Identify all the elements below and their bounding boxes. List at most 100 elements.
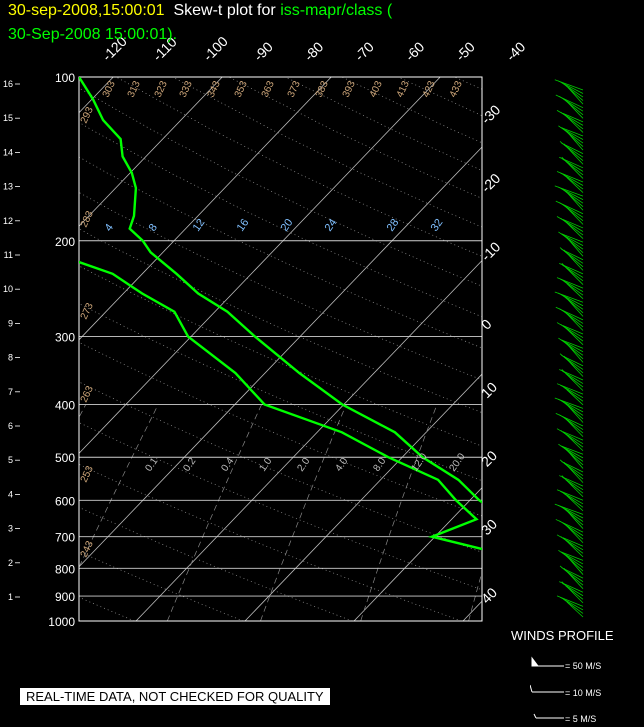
wind-barb (561, 127, 584, 147)
height-tick-label: 4 (8, 489, 13, 499)
dry-adiabat-label: 383 (314, 79, 331, 99)
mixing-ratio-label: 4.0 (333, 456, 350, 474)
dry-adiabat-label: 333 (178, 79, 195, 99)
isotherm (79, 77, 223, 227)
top-temp-label: -100 (200, 33, 231, 64)
mixing-ratio-label: 20 (279, 217, 296, 234)
dry-adiabat (398, 77, 482, 117)
dry-adiabat (79, 303, 482, 482)
pressure-tick-label: 300 (55, 331, 75, 345)
height-tick-label: 9 (8, 318, 13, 328)
wind-barb (560, 127, 584, 137)
pressure-tick-label: 700 (55, 531, 75, 545)
dry-adiabat-label: 253 (79, 464, 96, 484)
dry-adiabat-label: 323 (153, 79, 170, 99)
chart-grid (15, 76, 644, 622)
top-temp-label: -60 (402, 38, 428, 64)
dry-adiabat (285, 77, 482, 171)
wind-barb (558, 337, 584, 356)
title-text: Skew-t plot for (173, 2, 276, 19)
dry-adiabat-label: 353 (233, 79, 250, 99)
isotherm (462, 600, 482, 621)
top-temp-label: -80 (301, 38, 327, 64)
wind-barb (563, 143, 584, 165)
isotherm (79, 146, 482, 568)
wind-barb (564, 432, 584, 452)
height-tick-label: 12 (3, 216, 13, 226)
pressure-tick-label: 800 (55, 562, 75, 576)
wind-barb (567, 511, 584, 529)
wind-barb (565, 342, 584, 363)
wind-barb (561, 551, 584, 572)
quality-notice: REAL-TIME DATA, NOT CHECKED FOR QUALITY (20, 688, 330, 705)
wind-barb (563, 386, 584, 402)
chart-header-line1: 30-sep-2008,15:00:01 Skew-t plot for iss… (8, 2, 392, 20)
wind-barb (563, 249, 584, 271)
right-temp-label: 10 (478, 379, 500, 401)
mixing-ratio-label: 0.2 (181, 456, 198, 474)
wind-barb (559, 565, 584, 586)
right-temp-label: 20 (478, 447, 500, 469)
wind-barb (564, 190, 584, 208)
dry-adiabat (79, 381, 482, 553)
dry-adiabat (454, 77, 482, 90)
temperature-line (79, 77, 482, 504)
dry-adiabat (79, 265, 482, 447)
wind-barb (566, 601, 584, 618)
wind-barb (566, 525, 584, 544)
wind-barb (565, 448, 584, 469)
dry-adiabat (79, 192, 482, 381)
isotherm (79, 77, 441, 454)
top-temp-label: -40 (503, 38, 529, 64)
wind-barb (561, 445, 584, 466)
mixing-ratio-label: 8 (147, 222, 160, 234)
wind-barb (566, 495, 584, 512)
wind-barb (562, 98, 584, 116)
wind-barb (561, 294, 584, 310)
mixing-ratio-line (624, 405, 644, 622)
isotherm (79, 77, 332, 341)
dry-adiabat (79, 551, 244, 621)
height-tick-label: 16 (3, 79, 13, 89)
wind-barb (564, 402, 584, 420)
wind-barb (567, 299, 584, 317)
right-temp-label: 0 (478, 316, 495, 333)
wind-barb (562, 204, 584, 222)
wind-legend-50: = 50 M/S (565, 661, 602, 671)
mixing-ratio-label: 20.0 (447, 451, 467, 474)
height-tick-label: 7 (8, 387, 13, 397)
top-temp-label: -50 (452, 38, 478, 64)
wind-barb (561, 188, 584, 204)
mixing-ratio-label: 28 (385, 217, 402, 234)
wind-barb (567, 405, 584, 423)
dry-adiabat-label: 343 (206, 79, 223, 99)
pressure-tick-label: 100 (55, 71, 75, 85)
dry-adiabat (79, 463, 462, 621)
dry-adiabat (172, 77, 482, 228)
wind-barb (566, 206, 584, 225)
mixing-ratio-label: 16 (235, 217, 252, 234)
pressure-tick-label: 400 (55, 399, 75, 413)
dry-adiabat (228, 77, 482, 199)
mixing-ratio-label: 2.0 (295, 456, 312, 474)
height-tick-label: 2 (8, 558, 13, 568)
pressure-tick-label: 1000 (48, 615, 75, 629)
wind-barb (562, 522, 584, 540)
dry-adiabat (79, 341, 482, 517)
mixing-ratio-label: 12 (191, 217, 208, 234)
wind-barb (565, 554, 584, 575)
height-tick-label: 11 (4, 250, 13, 260)
dry-adiabat-label: 393 (341, 79, 358, 99)
dry-adiabat (79, 228, 482, 413)
wind-barb (563, 355, 584, 377)
height-tick-label: 1 (8, 592, 13, 602)
wind-barb (564, 538, 584, 558)
dry-adiabat-label: 303 (101, 79, 118, 99)
dry-adiabat-label: 273 (79, 301, 96, 321)
mixing-ratio-line (79, 404, 87, 419)
wind-barb (562, 431, 584, 441)
wind-barb (561, 400, 584, 416)
height-tick-label: 15 (3, 113, 13, 123)
wind-barb (558, 549, 584, 568)
wind-barb (562, 112, 584, 123)
